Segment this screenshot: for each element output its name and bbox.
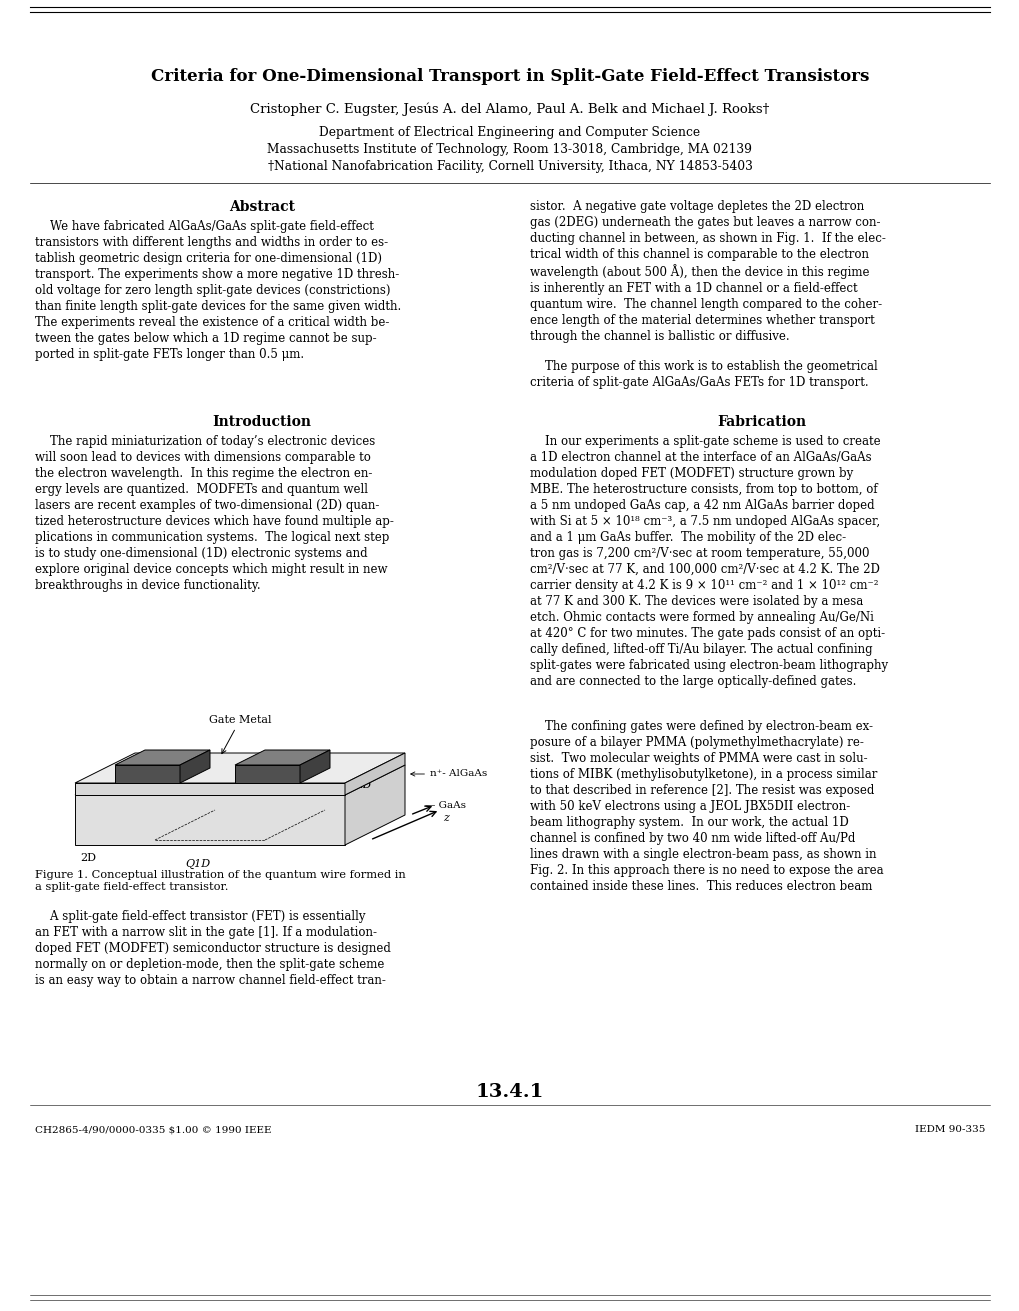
Polygon shape (115, 766, 179, 783)
Text: sistor.  A negative gate voltage depletes the 2D electron
gas (2DEG) underneath : sistor. A negative gate voltage depletes… (530, 201, 886, 343)
Text: The purpose of this work is to establish the geometrical
criteria of split-gate : The purpose of this work is to establish… (530, 361, 877, 389)
Text: Gate Metal: Gate Metal (209, 714, 271, 754)
Text: 13.4.1: 13.4.1 (475, 1083, 544, 1101)
Text: — GaAs: — GaAs (425, 801, 466, 809)
Text: A split-gate field-effect transistor (FET) is essentially
an FET with a narrow s: A split-gate field-effect transistor (FE… (35, 910, 390, 987)
Polygon shape (115, 750, 210, 766)
Text: Criteria for One-Dimensional Transport in Split-Gate Field-Effect Transistors: Criteria for One-Dimensional Transport i… (151, 68, 868, 85)
Polygon shape (179, 750, 210, 783)
Text: The rapid miniaturization of today’s electronic devices
will soon lead to device: The rapid miniaturization of today’s ele… (35, 435, 393, 593)
Polygon shape (344, 766, 405, 846)
Polygon shape (75, 783, 344, 794)
Text: Department of Electrical Engineering and Computer Science: Department of Electrical Engineering and… (319, 126, 700, 139)
Text: We have fabricated AlGaAs/GaAs split-gate field-effect
transistors with differen: We have fabricated AlGaAs/GaAs split-gat… (35, 220, 400, 361)
Polygon shape (344, 753, 405, 794)
Text: Q1D: Q1D (184, 859, 210, 869)
Text: n⁺- AlGaAs: n⁺- AlGaAs (411, 770, 487, 779)
Polygon shape (75, 753, 405, 783)
Polygon shape (234, 766, 300, 783)
Text: Fabrication: Fabrication (716, 416, 806, 429)
Text: 2D: 2D (355, 780, 371, 791)
Polygon shape (234, 750, 330, 766)
Text: 2D: 2D (79, 853, 96, 863)
Text: Abstract: Abstract (229, 201, 294, 214)
Text: The confining gates were defined by electron-beam ex-
posure of a bilayer PMMA (: The confining gates were defined by elec… (530, 720, 882, 893)
Text: In our experiments a split-gate scheme is used to create
a 1D electron channel a: In our experiments a split-gate scheme i… (530, 435, 888, 688)
Polygon shape (135, 766, 344, 794)
Polygon shape (75, 794, 344, 846)
Text: Figure 1. Conceptual illustration of the quantum wire formed in
a split-gate fie: Figure 1. Conceptual illustration of the… (35, 871, 406, 893)
Text: CH2865-4/90/0000-0335 $1.00 © 1990 IEEE: CH2865-4/90/0000-0335 $1.00 © 1990 IEEE (35, 1125, 271, 1134)
Polygon shape (300, 750, 330, 783)
Text: Introduction: Introduction (212, 416, 311, 429)
Text: Massachusetts Institute of Technology, Room 13-3018, Cambridge, MA 02139: Massachusetts Institute of Technology, R… (267, 143, 752, 156)
Text: Cristopher C. Eugster, Jesús A. del Alamo, Paul A. Belk and Michael J. Rooks†: Cristopher C. Eugster, Jesús A. del Alam… (250, 102, 769, 115)
Text: †National Nanofabrication Facility, Cornell University, Ithaca, NY 14853-5403: †National Nanofabrication Facility, Corn… (267, 160, 752, 173)
Text: IEDM 90-335: IEDM 90-335 (914, 1125, 984, 1134)
Polygon shape (75, 766, 405, 794)
Text: z: z (442, 813, 448, 823)
